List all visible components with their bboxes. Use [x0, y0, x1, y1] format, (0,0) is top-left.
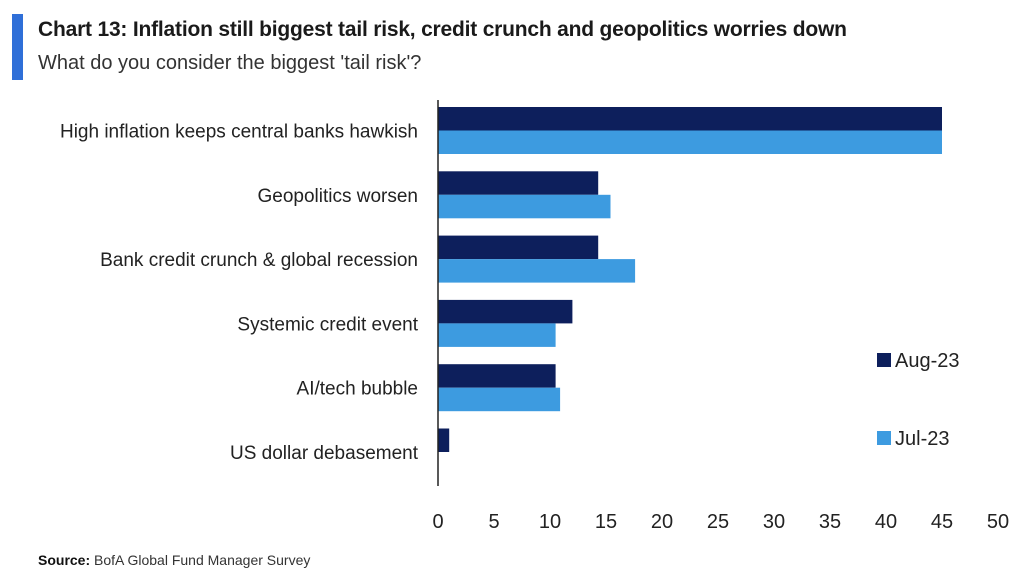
- bar-jul-1: [438, 194, 611, 219]
- category-label-1: Geopolitics worsen: [257, 186, 418, 207]
- bar-aug-1: [438, 171, 599, 195]
- x-tick-label-5: 25: [707, 511, 729, 533]
- bar-aug-0: [438, 107, 942, 131]
- x-tick-label-10: 50: [987, 511, 1009, 533]
- source-note: Source: BofA Global Fund Manager Survey: [38, 552, 310, 568]
- source-text: BofA Global Fund Manager Survey: [94, 552, 311, 568]
- bar-aug-5: [438, 428, 450, 452]
- category-label-2: Bank credit crunch & global recession: [100, 250, 418, 271]
- bar-jul-3: [438, 323, 556, 347]
- bar-jul-4: [438, 387, 561, 412]
- bar-jul-2: [438, 259, 636, 283]
- legend-swatch-1: [877, 431, 891, 445]
- source-label: Source:: [38, 552, 91, 568]
- category-label-0: High inflation keeps central banks hawki…: [60, 122, 418, 143]
- bar-aug-3: [438, 299, 573, 324]
- chart-title: Chart 13: Inflation still biggest tail r…: [38, 18, 847, 41]
- x-tick-label-4: 20: [651, 511, 673, 533]
- bar-aug-2: [438, 235, 599, 260]
- category-label-3: Systemic credit event: [237, 314, 418, 335]
- x-tick-label-8: 40: [875, 511, 897, 533]
- legend-label-0: Aug-23: [895, 350, 960, 372]
- bar-jul-0: [438, 130, 942, 154]
- legend-swatch-0: [877, 353, 891, 367]
- bar-aug-4: [438, 364, 556, 388]
- x-tick-label-0: 0: [432, 511, 443, 533]
- x-tick-label-7: 35: [819, 511, 841, 533]
- chart-subtitle: What do you consider the biggest 'tail r…: [38, 52, 422, 74]
- category-label-4: AI/tech bubble: [297, 379, 418, 400]
- title-accent-bar: [12, 14, 23, 80]
- category-label-5: US dollar debasement: [230, 443, 419, 464]
- x-tick-label-9: 45: [931, 511, 953, 533]
- x-tick-label-3: 15: [595, 511, 617, 533]
- x-tick-label-2: 10: [539, 511, 561, 533]
- x-tick-label-1: 5: [488, 511, 499, 533]
- legend-label-1: Jul-23: [895, 428, 949, 450]
- x-tick-label-6: 30: [763, 511, 785, 533]
